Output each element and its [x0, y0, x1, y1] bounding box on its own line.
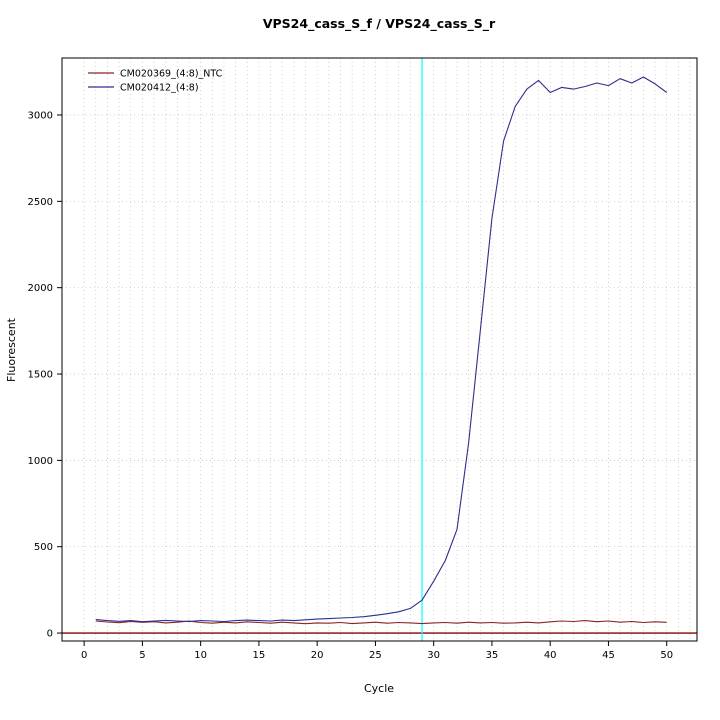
legend-label: CM020412_(4:8)	[120, 83, 199, 94]
y-tick-label: 1500	[28, 370, 53, 381]
x-tick-label: 20	[311, 650, 324, 661]
x-tick-label: 35	[486, 650, 499, 661]
x-tick-label: 25	[369, 650, 382, 661]
x-tick-label: 10	[194, 650, 207, 661]
y-tick-label: 2500	[28, 197, 53, 208]
x-tick-label: 30	[427, 650, 440, 661]
legend-label: CM020369_(4:8)_NTC	[120, 69, 223, 80]
plot-box	[61, 57, 698, 642]
x-tick-label: 45	[602, 650, 615, 661]
grid-layer	[62, 58, 697, 641]
x-axis-label: Cycle	[364, 682, 394, 695]
x-tick-label: 40	[544, 650, 557, 661]
x-tick-label: 15	[253, 650, 266, 661]
series-layer	[95, 76, 668, 625]
x-tick-label: 50	[660, 650, 673, 661]
y-tick-label: 0	[47, 629, 53, 640]
x-tick-label: 0	[81, 650, 87, 661]
y-tick-label: 3000	[28, 110, 53, 121]
x-tick-label: 5	[139, 650, 145, 661]
axes-layer: 0 5 10 15 20 25 30 35 40 45 5005001000150020002500…	[28, 57, 698, 661]
y-axis-label: Fluorescent	[5, 317, 18, 382]
y-tick-label: 500	[34, 542, 53, 553]
y-tick-label: 1000	[28, 456, 53, 467]
series-line-1	[95, 76, 668, 623]
y-tick-label: 2000	[28, 283, 53, 294]
legend-layer: CM020369_(4:8)_NTC CM020412_(4:8)	[88, 69, 223, 94]
chart-title: VPS24_cass_S_f / VPS24_cass_S_r	[263, 16, 496, 32]
